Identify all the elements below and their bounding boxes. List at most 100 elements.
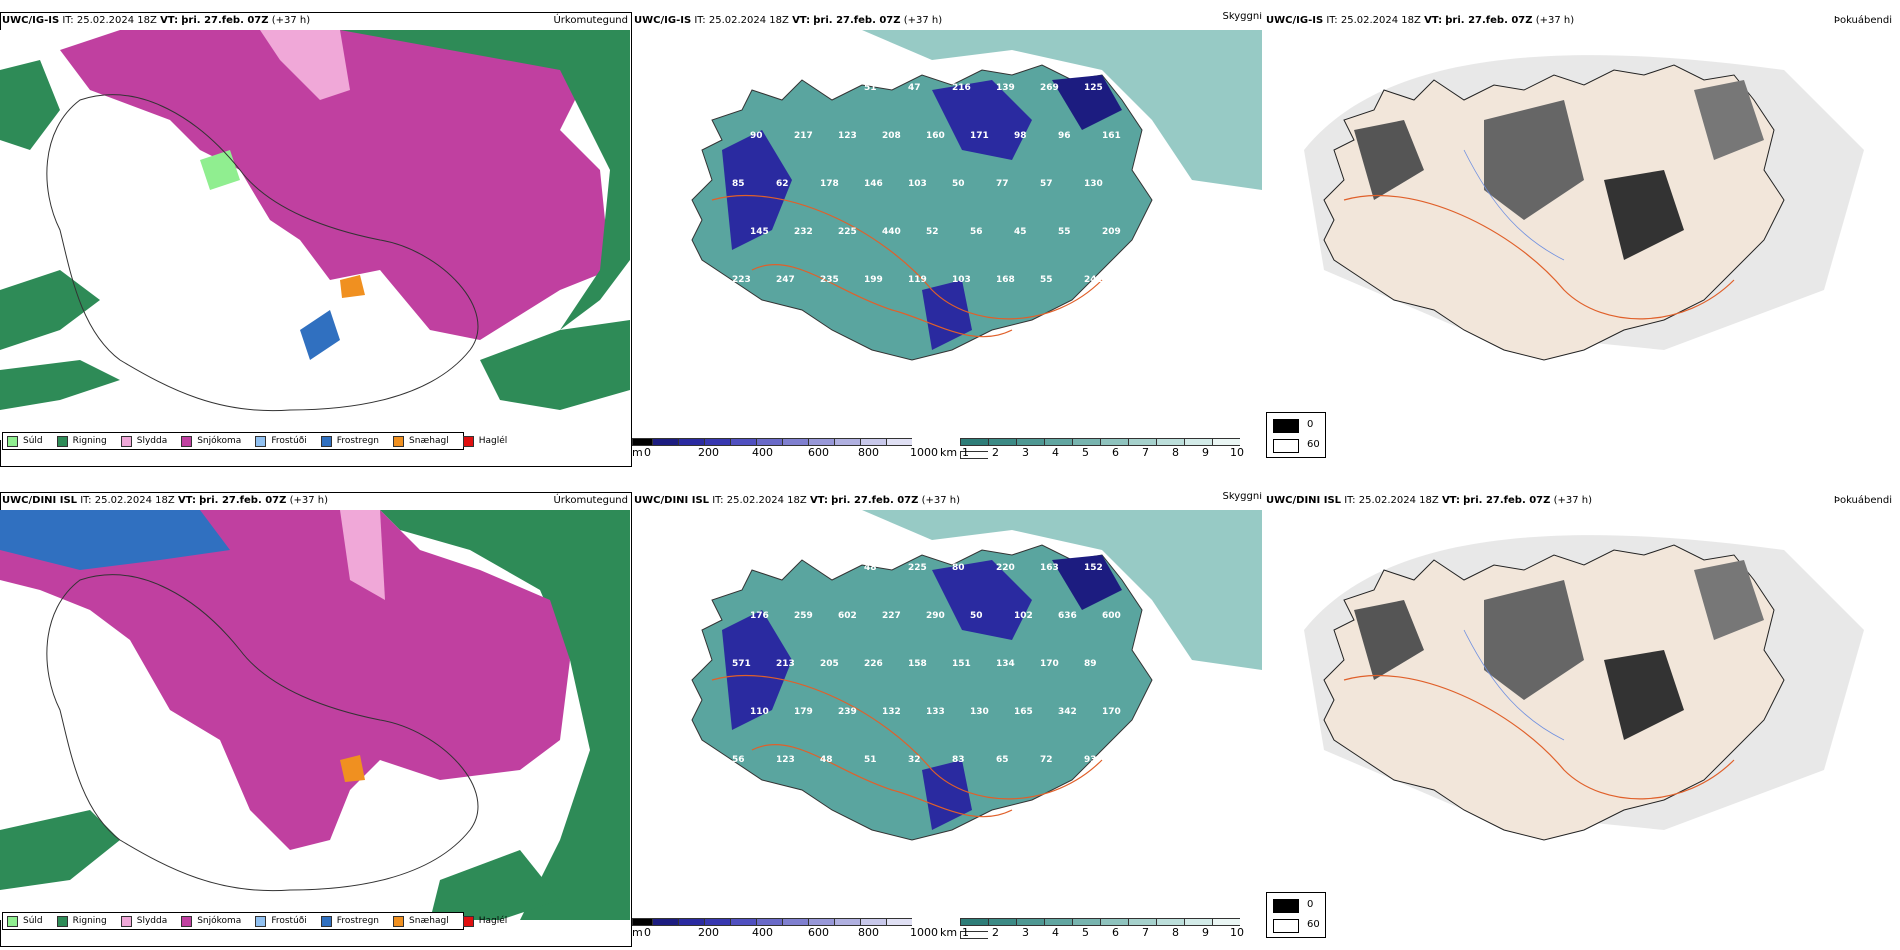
colorbar-segment	[886, 438, 912, 446]
height-label: 146	[864, 179, 883, 189]
panel-header: UWC/DINI ISL IT: 25.02.2024 18Z VT: þri.…	[634, 494, 1260, 508]
height-label: 72	[1040, 755, 1053, 765]
height-tick: 0	[644, 926, 651, 939]
height-label: 225	[838, 227, 857, 237]
init-time: 25.02.2024 18Z	[1340, 15, 1421, 26]
vis-tick: 1	[962, 446, 969, 459]
colorbar-segment	[1212, 438, 1240, 446]
height-label: 96	[1058, 131, 1071, 141]
legend-item: Snæhagl	[393, 915, 449, 927]
legend-item: Súld	[7, 915, 43, 927]
height-label: 32	[908, 755, 921, 765]
legend-item: Rigning	[56, 915, 107, 927]
init-time: 25.02.2024 18Z	[726, 495, 807, 506]
height-unit: m	[632, 446, 643, 459]
height-label: 54	[750, 323, 763, 333]
island-land	[1323, 64, 1785, 361]
height-label: 51	[864, 83, 877, 93]
height-label: 89	[1084, 659, 1097, 669]
height-tick: 600	[808, 926, 829, 939]
height-label: 56	[970, 227, 983, 237]
height-label: 241	[1084, 275, 1103, 285]
height-label: 103	[908, 179, 927, 189]
height-tick: 200	[698, 446, 719, 459]
low-cloud-area	[722, 130, 792, 250]
visibility-map: 80 70 49 51 47 216 139 269 125 90 217 123 208 160 171 9…	[632, 30, 1262, 430]
colorbar-segment	[808, 918, 834, 926]
vis-tick: 5	[1082, 926, 1089, 939]
height-tick: 600	[808, 446, 829, 459]
colorbar-segment	[756, 438, 782, 446]
height-colorbar-bottom: m 0 200 400 600 800 1000	[632, 916, 938, 942]
precip-panel-top: UWC/IG-IS IT: 25.02.2024 18Z VT: þri. 27…	[0, 12, 632, 467]
vis-tick: 1	[962, 926, 969, 939]
vis-tick: 10	[1230, 926, 1244, 939]
low-cloud-area	[932, 80, 1032, 160]
height-label: 600	[1102, 611, 1121, 621]
valid-label: VT:	[177, 495, 196, 506]
precip-legend: Súld Rigning Slydda Snjókoma Frostúði Fr…	[2, 912, 507, 930]
legend-swatch	[255, 435, 267, 447]
road-line	[711, 675, 1103, 800]
height-label: 176	[750, 611, 769, 621]
height-label: 80	[952, 563, 965, 573]
low-cloud-area	[1052, 555, 1122, 610]
height-label: 269	[1040, 83, 1059, 93]
height-label: 62	[776, 179, 789, 189]
fog-panel-bottom: UWC/DINI ISL IT: 25.02.2024 18Z VT: þri.…	[1264, 492, 1900, 947]
panel-header: UWC/IG-IS IT: 25.02.2024 18Z VT: þri. 27…	[634, 14, 1260, 28]
colorbar-segment	[1044, 438, 1072, 446]
legend-label: Frostregn	[336, 436, 380, 446]
fog-map	[1264, 510, 1894, 910]
height-label: 98	[1014, 131, 1027, 141]
colorbar-segment	[678, 918, 704, 926]
panel-title: Úrkomutegund	[553, 495, 628, 506]
legend-swatch	[181, 435, 193, 447]
height-label: 209	[1102, 227, 1121, 237]
colorbar-segment	[860, 438, 886, 446]
colorbar-segment	[652, 918, 678, 926]
height-label: 199	[864, 275, 883, 285]
fog-dark-area	[1694, 560, 1764, 640]
height-label: 178	[820, 179, 839, 189]
height-label: 96	[750, 803, 763, 813]
legend-item: Slydda	[120, 915, 167, 927]
height-tick: 400	[752, 446, 773, 459]
colorbar-segment	[834, 438, 860, 446]
height-tick: 1000	[910, 926, 938, 939]
legend-item: Frostregn	[320, 435, 380, 447]
height-label: 45	[776, 563, 789, 573]
legend-swatch	[7, 915, 18, 927]
init-label: IT:	[694, 15, 706, 26]
colorbar-segment	[632, 918, 652, 926]
legend-item: Slydda	[120, 435, 167, 447]
low-cloud-area	[932, 560, 1032, 640]
legend-item: Rigning	[56, 435, 107, 447]
height-label: 45	[1014, 227, 1027, 237]
colorbar-segment	[678, 438, 704, 446]
colorbar-segment	[782, 918, 808, 926]
height-label: 158	[908, 659, 927, 669]
height-label: 602	[838, 611, 857, 621]
fog-dark-area	[1604, 170, 1684, 260]
height-label: 163	[1040, 563, 1059, 573]
height-label: 55	[1058, 227, 1071, 237]
lead-time: (+37 h)	[921, 495, 961, 506]
height-label: 119	[908, 275, 927, 285]
vis-tick: 8	[1172, 926, 1179, 939]
model-name: UWC/IG-IS	[2, 15, 60, 26]
fog-dark-area	[1354, 120, 1424, 200]
init-label: IT:	[1326, 15, 1338, 26]
panel-title: Þokuábendi	[1833, 495, 1892, 506]
vis-tick: 6	[1112, 446, 1119, 459]
fog-label: 0	[1307, 419, 1314, 430]
legend-swatch	[393, 435, 405, 447]
valid-label: VT:	[1424, 15, 1443, 26]
legend-swatch	[320, 915, 332, 927]
precip-type-map	[0, 30, 630, 440]
valid-time: þri. 27.feb. 07Z	[831, 495, 919, 506]
fog-legend-bottom: 0 60	[1266, 892, 1326, 938]
road-line	[711, 195, 1103, 320]
legend-item: Snæhagl	[393, 435, 449, 447]
height-tick: 800	[858, 446, 879, 459]
